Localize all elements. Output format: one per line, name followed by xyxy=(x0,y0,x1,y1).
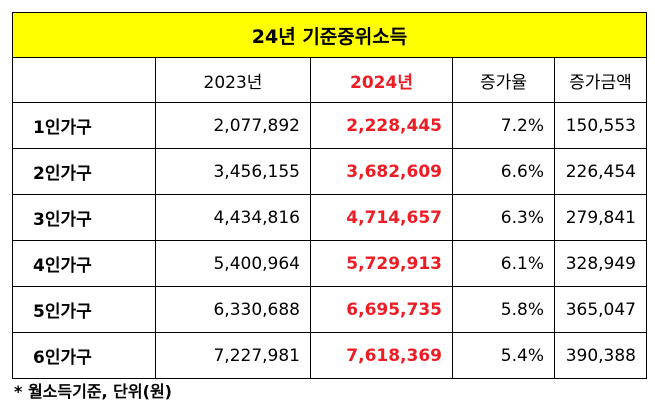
row-label: 1인가구 xyxy=(12,102,156,149)
row-label: 3인가구 xyxy=(12,194,156,241)
cell-rate: 5.8% xyxy=(452,286,555,333)
table-row: 2인가구 3,456,155 3,682,609 6.6% 226,454 xyxy=(12,148,648,195)
table-row: 4인가구 5,400,964 5,729,913 6.1% 328,949 xyxy=(12,240,648,287)
row-label: 6인가구 xyxy=(12,332,156,379)
cell-rate: 6.3% xyxy=(452,194,555,241)
row-label: 2인가구 xyxy=(12,148,156,195)
table-row: 5인가구 6,330,688 6,695,735 5.8% 365,047 xyxy=(12,286,648,333)
header-increase: 증가금액 xyxy=(553,57,648,103)
cell-2024: 3,682,609 xyxy=(310,148,453,195)
cell-2023: 7,227,981 xyxy=(155,332,311,379)
header-2023: 2023년 xyxy=(155,57,311,103)
cell-rate: 5.4% xyxy=(452,332,555,379)
cell-2023: 3,456,155 xyxy=(155,148,311,195)
header-empty-cell xyxy=(12,57,156,103)
cell-increase: 226,454 xyxy=(553,148,648,195)
cell-2024: 2,228,445 xyxy=(310,102,453,149)
table-row: 6인가구 7,227,981 7,618,369 5.4% 390,388 xyxy=(12,332,648,379)
footnote: * 월소득기준, 단위(원) xyxy=(14,382,172,401)
cell-2024: 7,618,369 xyxy=(310,332,453,379)
cell-2023: 5,400,964 xyxy=(155,240,311,287)
title-row: 24년 기준중위소득 xyxy=(11,12,648,58)
header-2024: 2024년 xyxy=(310,57,453,103)
cell-2023: 6,330,688 xyxy=(155,286,311,333)
cell-2024: 5,729,913 xyxy=(310,240,453,287)
cell-2023: 2,077,892 xyxy=(155,102,311,149)
income-table: 24년 기준중위소득 2023년 2024년 증가율 증가금액 1인가구 2,0… xyxy=(11,12,648,379)
header-row: 2023년 2024년 증가율 증가금액 xyxy=(12,57,648,103)
cell-2024: 4,714,657 xyxy=(310,194,453,241)
cell-increase: 279,841 xyxy=(553,194,648,241)
table-row: 1인가구 2,077,892 2,228,445 7.2% 150,553 xyxy=(12,102,648,149)
cell-2023: 4,434,816 xyxy=(155,194,311,241)
cell-increase: 390,388 xyxy=(553,332,648,379)
cell-increase: 365,047 xyxy=(553,286,648,333)
header-rate: 증가율 xyxy=(452,57,555,103)
cell-increase: 328,949 xyxy=(553,240,648,287)
cell-2024: 6,695,735 xyxy=(310,286,453,333)
cell-rate: 7.2% xyxy=(452,102,555,149)
cell-increase: 150,553 xyxy=(553,102,648,149)
table-row: 3인가구 4,434,816 4,714,657 6.3% 279,841 xyxy=(12,194,648,241)
cell-rate: 6.1% xyxy=(452,240,555,287)
cell-rate: 6.6% xyxy=(452,148,555,195)
table-title: 24년 기준중위소득 xyxy=(11,12,648,58)
row-label: 4인가구 xyxy=(12,240,156,287)
row-label: 5인가구 xyxy=(12,286,156,333)
